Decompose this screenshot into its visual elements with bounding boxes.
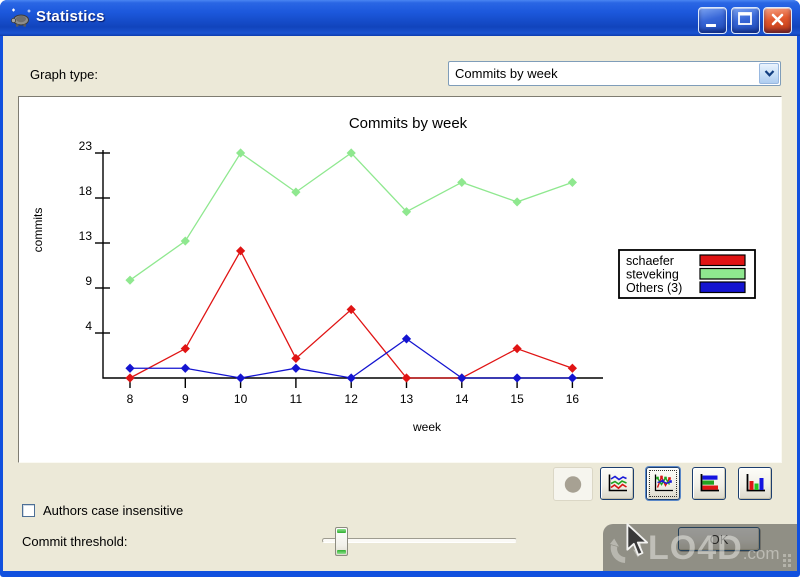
svg-text:10: 10 <box>234 392 248 406</box>
svg-text:Others (3): Others (3) <box>626 281 682 295</box>
line-chart-icon <box>608 474 627 492</box>
maximize-icon <box>738 12 752 25</box>
watermark-logo-icon <box>610 532 642 563</box>
svg-text:14: 14 <box>455 392 469 406</box>
svg-text:12: 12 <box>345 392 359 406</box>
stacked-bar-chart-icon <box>700 474 719 492</box>
line-chart-points-button[interactable] <box>646 467 680 500</box>
svg-text:15: 15 <box>510 392 524 406</box>
minimize-button[interactable] <box>698 7 727 34</box>
svg-text:11: 11 <box>290 392 303 406</box>
authors-case-checkbox[interactable] <box>22 504 35 517</box>
svg-text:8: 8 <box>127 392 134 406</box>
stacked-bar-chart-button[interactable] <box>692 467 726 500</box>
dropdown-button[interactable] <box>759 63 779 84</box>
pie-chart-button <box>553 467 593 501</box>
app-icon <box>10 8 32 28</box>
svg-text:commits: commits <box>31 208 45 253</box>
line-chart-points-icon <box>654 474 673 492</box>
svg-text:23: 23 <box>79 139 93 153</box>
graph-type-value: Commits by week <box>455 66 558 81</box>
svg-text:9: 9 <box>85 274 92 288</box>
dialog-body: Graph type: Commits by week Commits by w… <box>3 36 797 571</box>
watermark-dots <box>783 554 794 567</box>
svg-text:18: 18 <box>79 184 93 198</box>
titlebar[interactable]: Statistics <box>0 0 800 36</box>
mouse-cursor-icon <box>626 523 649 556</box>
authors-case-label: Authors case insensitive <box>43 503 184 518</box>
close-icon <box>771 13 784 26</box>
minimize-icon <box>706 24 716 27</box>
chart-panel: Commits by week commits week 4 9 13 18 23 8 9 10 11… <box>18 96 782 463</box>
threshold-slider-track[interactable] <box>322 538 517 543</box>
svg-text:week: week <box>412 420 442 434</box>
close-button[interactable] <box>763 7 792 34</box>
bar-chart-icon <box>746 474 765 492</box>
bar-chart-button[interactable] <box>738 467 772 500</box>
svg-text:13: 13 <box>79 229 93 243</box>
chevron-down-icon <box>764 70 774 77</box>
svg-text:steveking: steveking <box>626 268 679 282</box>
svg-text:9: 9 <box>182 392 189 406</box>
svg-text:schaefer: schaefer <box>626 254 674 268</box>
window-title: Statistics <box>36 8 105 25</box>
pie-chart-icon <box>564 475 582 493</box>
svg-text:13: 13 <box>400 392 414 406</box>
svg-text:16: 16 <box>566 392 580 406</box>
svg-text:Commits by week: Commits by week <box>349 115 468 132</box>
graph-type-label: Graph type: <box>30 67 98 82</box>
maximize-button[interactable] <box>731 7 760 34</box>
svg-text:4: 4 <box>85 319 92 333</box>
line-chart-button[interactable] <box>600 467 634 500</box>
graph-type-select[interactable]: Commits by week <box>448 61 781 86</box>
commits-chart: Commits by week commits week 4 9 13 18 23 8 9 10 11… <box>31 115 756 434</box>
ok-button[interactable]: OK <box>678 527 760 551</box>
threshold-slider-thumb[interactable] <box>335 527 348 556</box>
commit-threshold-label: Commit threshold: <box>22 534 128 549</box>
